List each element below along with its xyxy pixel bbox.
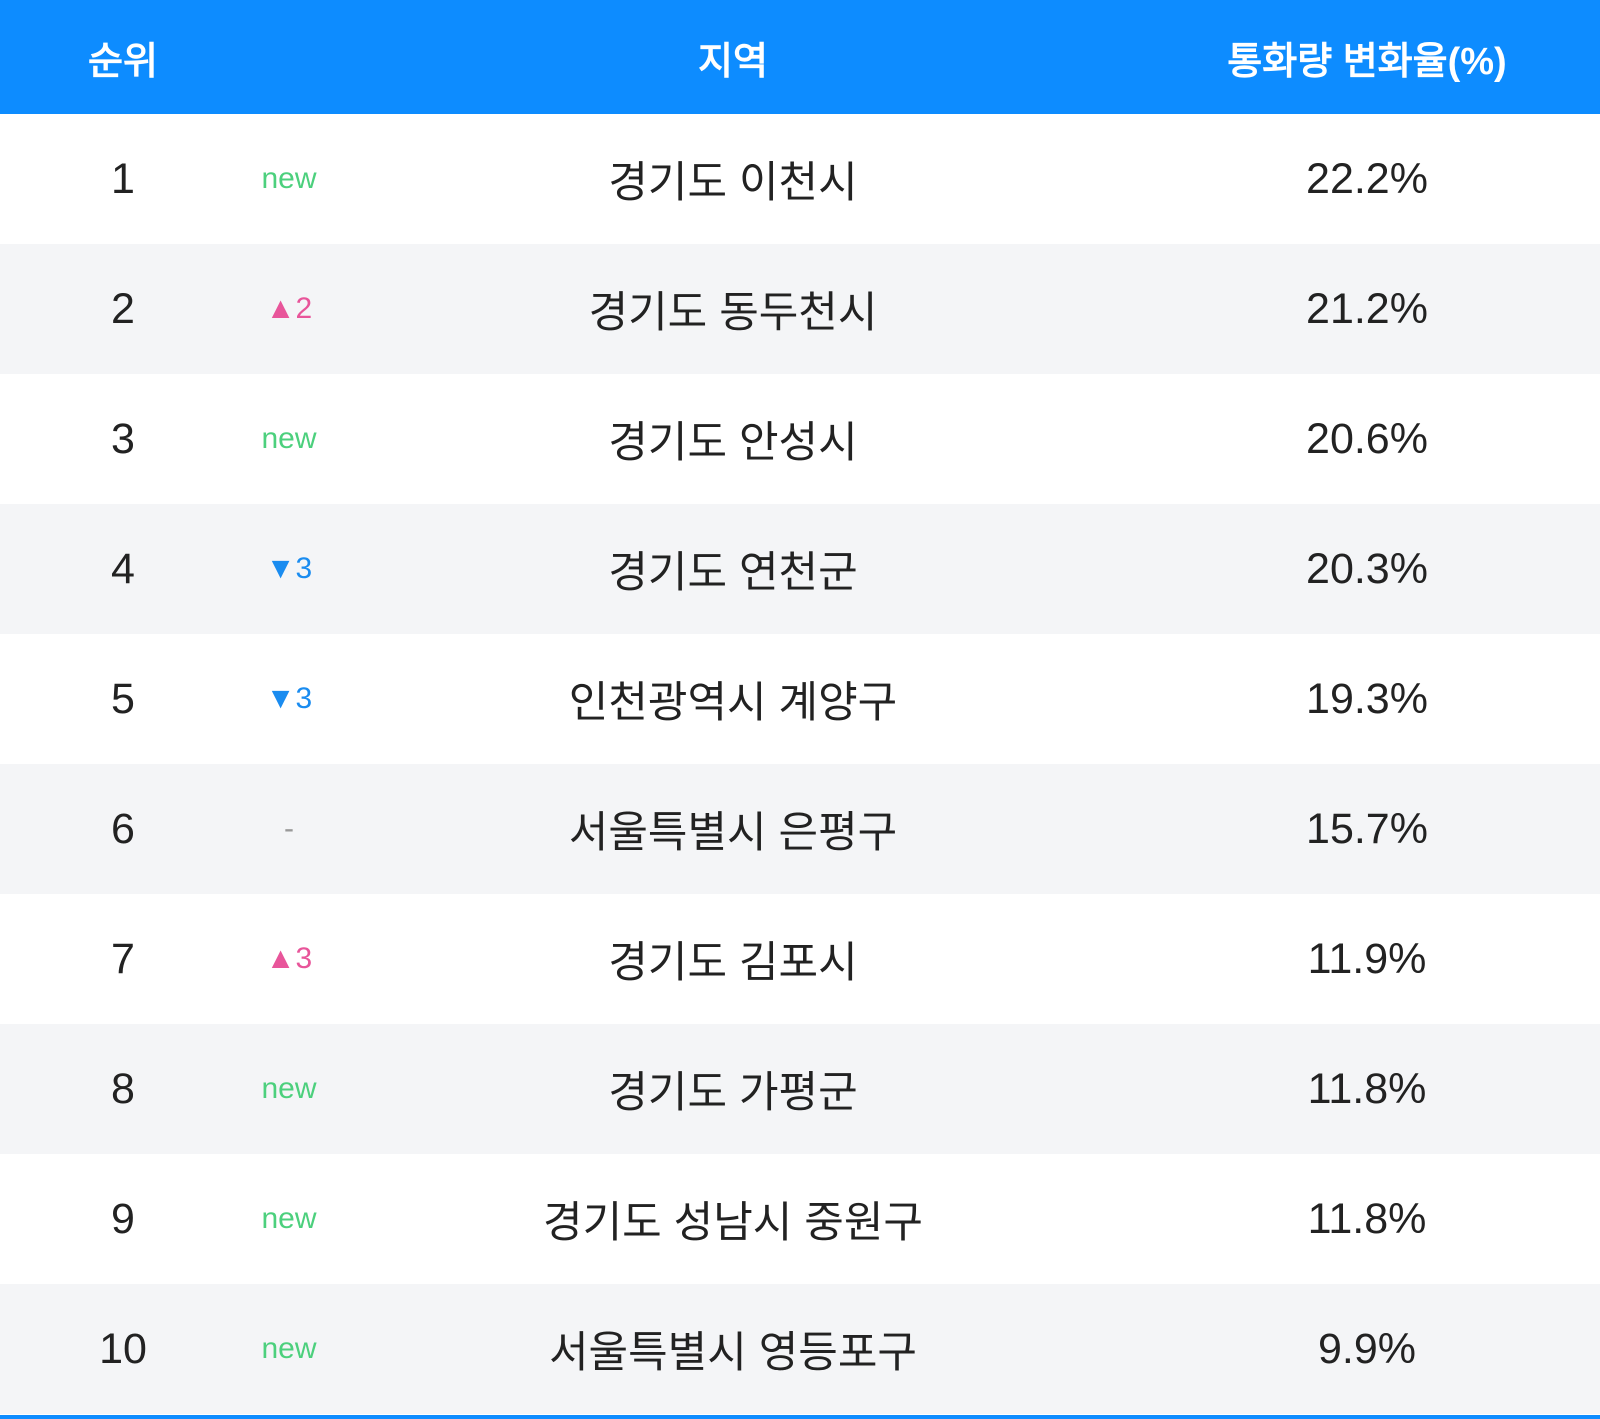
rate-cell: 19.3% (1167, 634, 1567, 764)
table-row: 7▲3경기도 김포시11.9% (0, 894, 1600, 1024)
region-cell: 경기도 김포시 (333, 894, 1133, 1024)
table-row: 1new경기도 이천시22.2% (0, 114, 1600, 244)
rank-cell: 10 (23, 1284, 223, 1414)
bottom-border (0, 1415, 1600, 1419)
rank-cell: 5 (23, 634, 223, 764)
table-row: 8new경기도 가평군11.8% (0, 1024, 1600, 1154)
table-row: 9new경기도 성남시 중원구11.8% (0, 1154, 1600, 1284)
table-row: 5▼3인천광역시 계양구19.3% (0, 634, 1600, 764)
rate-cell: 11.8% (1167, 1154, 1567, 1284)
rate-cell: 20.3% (1167, 504, 1567, 634)
table-header: 순위 지역 통화량 변화율(%) (0, 0, 1600, 114)
header-cell: 지역 (333, 0, 1133, 114)
rank-cell: 9 (23, 1154, 223, 1284)
rank-cell: 7 (23, 894, 223, 1024)
rank-cell: 2 (23, 244, 223, 374)
rank-cell: 4 (23, 504, 223, 634)
table-row: 4▼3경기도 연천군20.3% (0, 504, 1600, 634)
table-row: 3new경기도 안성시20.6% (0, 374, 1600, 504)
table-row: 2▲2경기도 동두천시21.2% (0, 244, 1600, 374)
region-cell: 인천광역시 계양구 (333, 634, 1133, 764)
header-cell: 통화량 변화율(%) (1167, 0, 1567, 114)
rate-cell: 11.9% (1167, 894, 1567, 1024)
region-cell: 서울특별시 은평구 (333, 764, 1133, 894)
rank-cell: 8 (23, 1024, 223, 1154)
rate-cell: 21.2% (1167, 244, 1567, 374)
region-cell: 경기도 가평군 (333, 1024, 1133, 1154)
rate-cell: 22.2% (1167, 114, 1567, 244)
rank-cell: 6 (23, 764, 223, 894)
rate-cell: 9.9% (1167, 1284, 1567, 1414)
region-cell: 경기도 이천시 (333, 114, 1133, 244)
rate-cell: 11.8% (1167, 1024, 1567, 1154)
region-cell: 경기도 연천군 (333, 504, 1133, 634)
region-cell: 경기도 안성시 (333, 374, 1133, 504)
region-cell: 서울특별시 영등포구 (333, 1284, 1133, 1414)
rate-cell: 20.6% (1167, 374, 1567, 504)
rate-cell: 15.7% (1167, 764, 1567, 894)
region-cell: 경기도 성남시 중원구 (333, 1154, 1133, 1284)
table-row: 6-서울특별시 은평구15.7% (0, 764, 1600, 894)
rank-cell: 1 (23, 114, 223, 244)
region-cell: 경기도 동두천시 (333, 244, 1133, 374)
rank-cell: 3 (23, 374, 223, 504)
table-row: 10new서울특별시 영등포구9.9% (0, 1284, 1600, 1414)
header-cell: 순위 (23, 0, 223, 114)
